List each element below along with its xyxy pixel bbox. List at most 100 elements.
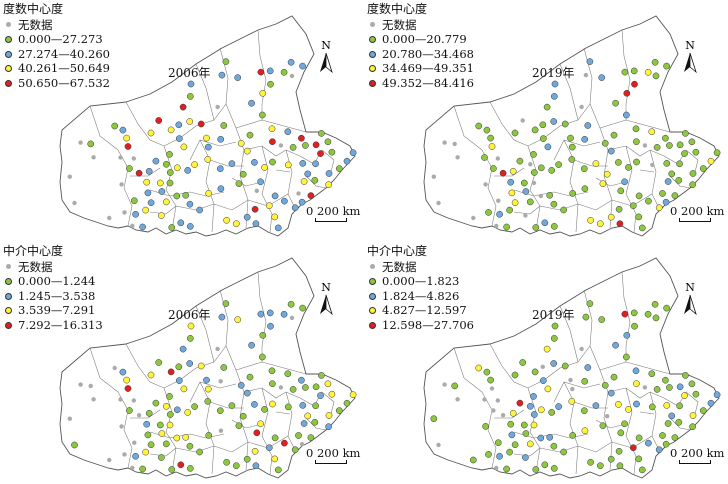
city-point [281, 440, 287, 446]
legend-item: 7.292—16.313 [3, 318, 103, 333]
city-point [602, 382, 608, 388]
north-arrow-shape [316, 52, 336, 76]
city-point [521, 118, 525, 122]
city-point [272, 456, 278, 462]
city-point [653, 315, 659, 321]
scale-label: 200 km [677, 446, 724, 460]
city-point [124, 377, 130, 383]
city-point [542, 462, 548, 468]
city-point [652, 301, 658, 307]
city-point [633, 368, 639, 374]
city-point [143, 207, 149, 213]
city-point [517, 158, 523, 164]
city-point [224, 217, 230, 223]
city-point [132, 398, 136, 402]
city-point [496, 398, 500, 402]
legend-label: 无数据 [18, 260, 53, 275]
city-point [693, 149, 699, 155]
city-point [569, 156, 575, 162]
city-point [582, 428, 588, 434]
city-point [252, 206, 258, 212]
city-point [144, 421, 150, 427]
city-point [665, 420, 671, 426]
legend-item: 无数据 [367, 260, 474, 275]
city-point [253, 463, 259, 469]
city-point [496, 156, 500, 160]
city-point [281, 69, 287, 75]
city-point [540, 122, 546, 128]
city-point [125, 385, 131, 391]
city-point [313, 161, 319, 167]
legend: 度数中心度 无数据 0.000—27.273 27.274—40.260 40.261—… [3, 2, 110, 91]
scale-line [679, 218, 711, 222]
city-point [252, 448, 258, 454]
city-point [88, 141, 94, 147]
city-point [120, 127, 126, 133]
legend-label: 20.780—34.468 [382, 47, 474, 62]
city-point [187, 201, 193, 207]
city-point [602, 140, 608, 146]
city-point [538, 435, 544, 441]
city-point [631, 323, 637, 329]
legend-swatch [5, 322, 12, 329]
city-point [494, 224, 498, 228]
city-point [247, 374, 253, 380]
city-point [520, 359, 526, 365]
city-point [532, 369, 538, 375]
city-point [677, 161, 683, 167]
city-point [676, 419, 682, 425]
city-point [669, 171, 675, 177]
city-point [317, 151, 323, 157]
city-point [272, 214, 278, 220]
city-point [233, 463, 239, 469]
city-point [509, 190, 515, 196]
legend-item: 0.000—20.779 [367, 32, 474, 47]
legend-label: 40.261—50.649 [18, 61, 110, 76]
city-point [677, 403, 683, 409]
city-point [504, 466, 510, 472]
city-point [229, 161, 235, 167]
city-point [137, 413, 141, 417]
city-point [605, 414, 609, 418]
city-point [633, 401, 639, 407]
city-point [551, 335, 557, 341]
city-point [312, 419, 318, 425]
city-point [530, 151, 536, 157]
legend-title: 度数中心度 [367, 2, 474, 17]
city-point [157, 180, 163, 186]
city-point [181, 144, 187, 150]
city-point [124, 135, 130, 141]
city-point [490, 386, 494, 390]
city-point [568, 378, 572, 382]
city-point [523, 188, 529, 194]
city-point [301, 178, 307, 184]
city-point [523, 430, 529, 436]
city-point [532, 181, 536, 185]
scale-bar: 0 200 km [670, 446, 724, 460]
city-point [523, 213, 527, 217]
scale-bar: 0 200 km [306, 446, 360, 460]
city-point [218, 136, 224, 142]
legend-swatch [5, 307, 12, 314]
map-panel-degree-2006: 度数中心度 无数据 0.000—27.273 27.274—40.260 40.261—… [0, 0, 364, 242]
legend-item: 无数据 [3, 260, 103, 275]
legend-label: 0.000—1.823 [382, 274, 459, 289]
city-point [608, 148, 614, 154]
city-point [159, 430, 165, 436]
city-point [153, 400, 159, 406]
legend: 中介中心度 无数据 0.000—1.244 1.245—3.538 3.539—7.29… [3, 244, 103, 333]
city-point [258, 179, 264, 185]
city-point [183, 192, 189, 198]
city-point [146, 410, 152, 416]
city-point [551, 118, 557, 124]
city-point [551, 223, 557, 229]
legend-label: 1.245—3.538 [18, 289, 95, 304]
city-point [313, 403, 319, 409]
legend-item: 34.469—49.351 [367, 61, 474, 76]
city-point [530, 393, 536, 399]
city-point [223, 59, 229, 65]
city-point [167, 180, 173, 186]
city-point [317, 393, 323, 399]
city-point [318, 130, 324, 136]
city-point [296, 191, 300, 195]
